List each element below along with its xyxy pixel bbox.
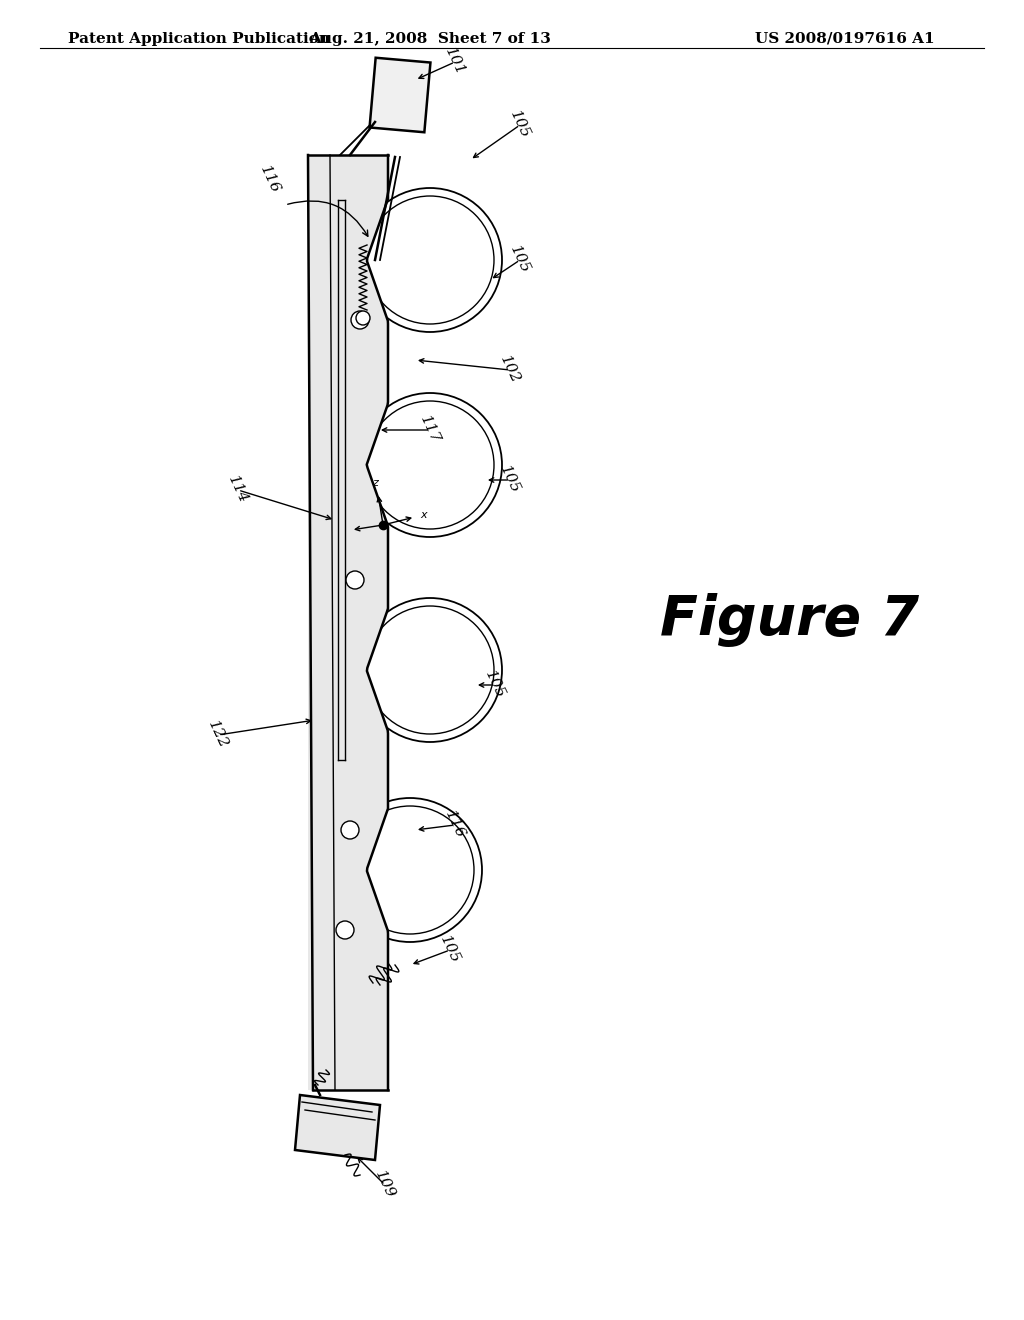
Circle shape <box>346 572 364 589</box>
Circle shape <box>358 187 502 333</box>
Text: 105: 105 <box>437 933 463 966</box>
Text: 105: 105 <box>482 669 508 701</box>
Circle shape <box>366 606 494 734</box>
Text: Aug. 21, 2008  Sheet 7 of 13: Aug. 21, 2008 Sheet 7 of 13 <box>309 32 551 46</box>
Text: x: x <box>420 510 427 520</box>
Circle shape <box>356 312 370 325</box>
Text: 116: 116 <box>442 809 468 841</box>
Text: US 2008/0197616 A1: US 2008/0197616 A1 <box>755 32 935 46</box>
FancyArrowPatch shape <box>288 201 368 236</box>
Circle shape <box>351 312 369 329</box>
Circle shape <box>338 799 482 942</box>
Text: 101: 101 <box>442 46 468 78</box>
Circle shape <box>358 393 502 537</box>
Polygon shape <box>370 58 430 132</box>
Circle shape <box>366 195 494 323</box>
Text: Figure 7: Figure 7 <box>660 593 920 647</box>
Text: 105: 105 <box>498 463 522 496</box>
Text: Patent Application Publication: Patent Application Publication <box>68 32 330 46</box>
Text: z: z <box>372 478 378 488</box>
Circle shape <box>336 921 354 939</box>
Polygon shape <box>295 1096 380 1160</box>
Text: 117: 117 <box>418 413 442 446</box>
Text: 105: 105 <box>508 108 532 141</box>
Polygon shape <box>308 154 388 1090</box>
Text: 109: 109 <box>373 1168 397 1201</box>
Text: 102: 102 <box>498 354 522 387</box>
Text: 105: 105 <box>508 244 532 276</box>
Circle shape <box>366 401 494 529</box>
Text: 114: 114 <box>225 474 251 506</box>
Text: 116: 116 <box>257 164 283 197</box>
Circle shape <box>358 598 502 742</box>
Circle shape <box>346 807 474 935</box>
Circle shape <box>341 821 359 840</box>
Text: 122: 122 <box>206 719 230 751</box>
